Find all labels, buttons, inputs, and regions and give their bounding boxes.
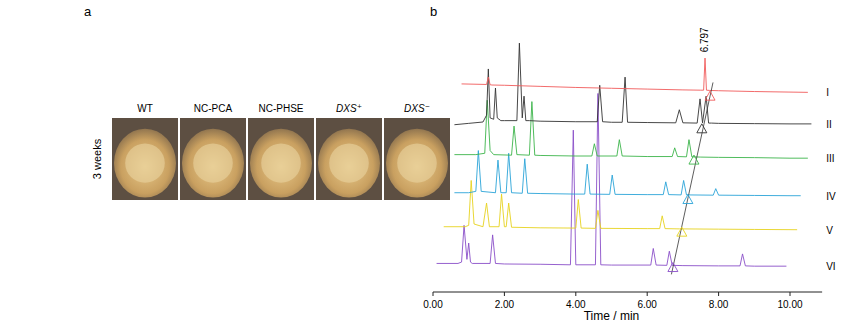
series-label: VI: [826, 261, 835, 272]
figure: a b 3 weeks WT NC-PCA NC-PHSE DXS⁺ DXS⁻ 0.00 2.00…: [0, 0, 857, 325]
x-tick: [790, 292, 791, 296]
x-tick: [575, 292, 576, 296]
peak-marker: [668, 263, 678, 272]
x-tick-label: 10.00: [777, 299, 802, 310]
photo: [180, 118, 246, 200]
x-tick: [718, 292, 719, 296]
panel-label: b: [430, 4, 437, 19]
photo-frame: [180, 118, 246, 200]
x-tick-label: 6.00: [637, 299, 657, 310]
x-axis-label: Time / min: [584, 309, 640, 323]
series-label: V: [826, 225, 833, 236]
series-label: II: [826, 119, 832, 130]
trace: [462, 58, 808, 92]
photo-frame: [112, 118, 178, 200]
culture: [329, 143, 369, 182]
x-tick-label: 2.00: [495, 299, 515, 310]
photo: [384, 118, 450, 200]
trace: [444, 180, 797, 229]
peak-marker: [683, 195, 693, 204]
series-label: IV: [826, 191, 836, 202]
x-tick-label: 0.00: [423, 299, 443, 310]
photo-frame: [248, 118, 314, 200]
guide-line: [671, 82, 713, 274]
row-label: 3 weeks: [91, 138, 103, 179]
x-tick: [433, 292, 434, 296]
series-label: I: [826, 87, 829, 98]
series-label: III: [826, 153, 834, 164]
culture: [193, 143, 233, 182]
flask: [114, 129, 176, 198]
photo: [316, 118, 382, 200]
peak-marker: [705, 91, 715, 100]
plot-area: [437, 43, 812, 274]
photo-frame: [316, 118, 382, 200]
image-label: WT: [137, 103, 153, 114]
flask: [318, 129, 380, 198]
culture: [397, 143, 437, 182]
x-axis: [433, 292, 822, 293]
peak-marker: [689, 155, 699, 164]
image-label: NC-PCA: [194, 103, 233, 114]
trace: [454, 100, 807, 158]
annotation: 6.797: [699, 27, 710, 52]
image-label: DXS⁻: [404, 103, 430, 114]
image-label: NC-PHSE: [258, 103, 303, 114]
flask: [182, 129, 244, 198]
culture: [261, 143, 301, 182]
photo: [112, 118, 178, 200]
x-tick: [504, 292, 505, 296]
image-label: DXS⁺: [336, 103, 362, 114]
peak-marker: [697, 124, 707, 133]
culture: [125, 143, 165, 182]
flask: [250, 129, 312, 198]
x-tick: [647, 292, 648, 296]
panel-label: a: [84, 4, 92, 19]
peak-marker: [677, 227, 687, 236]
photo-frame: [384, 118, 450, 200]
trace: [454, 43, 811, 125]
flask: [386, 129, 448, 198]
x-tick-label: 8.00: [709, 299, 729, 310]
photo: [248, 118, 314, 200]
